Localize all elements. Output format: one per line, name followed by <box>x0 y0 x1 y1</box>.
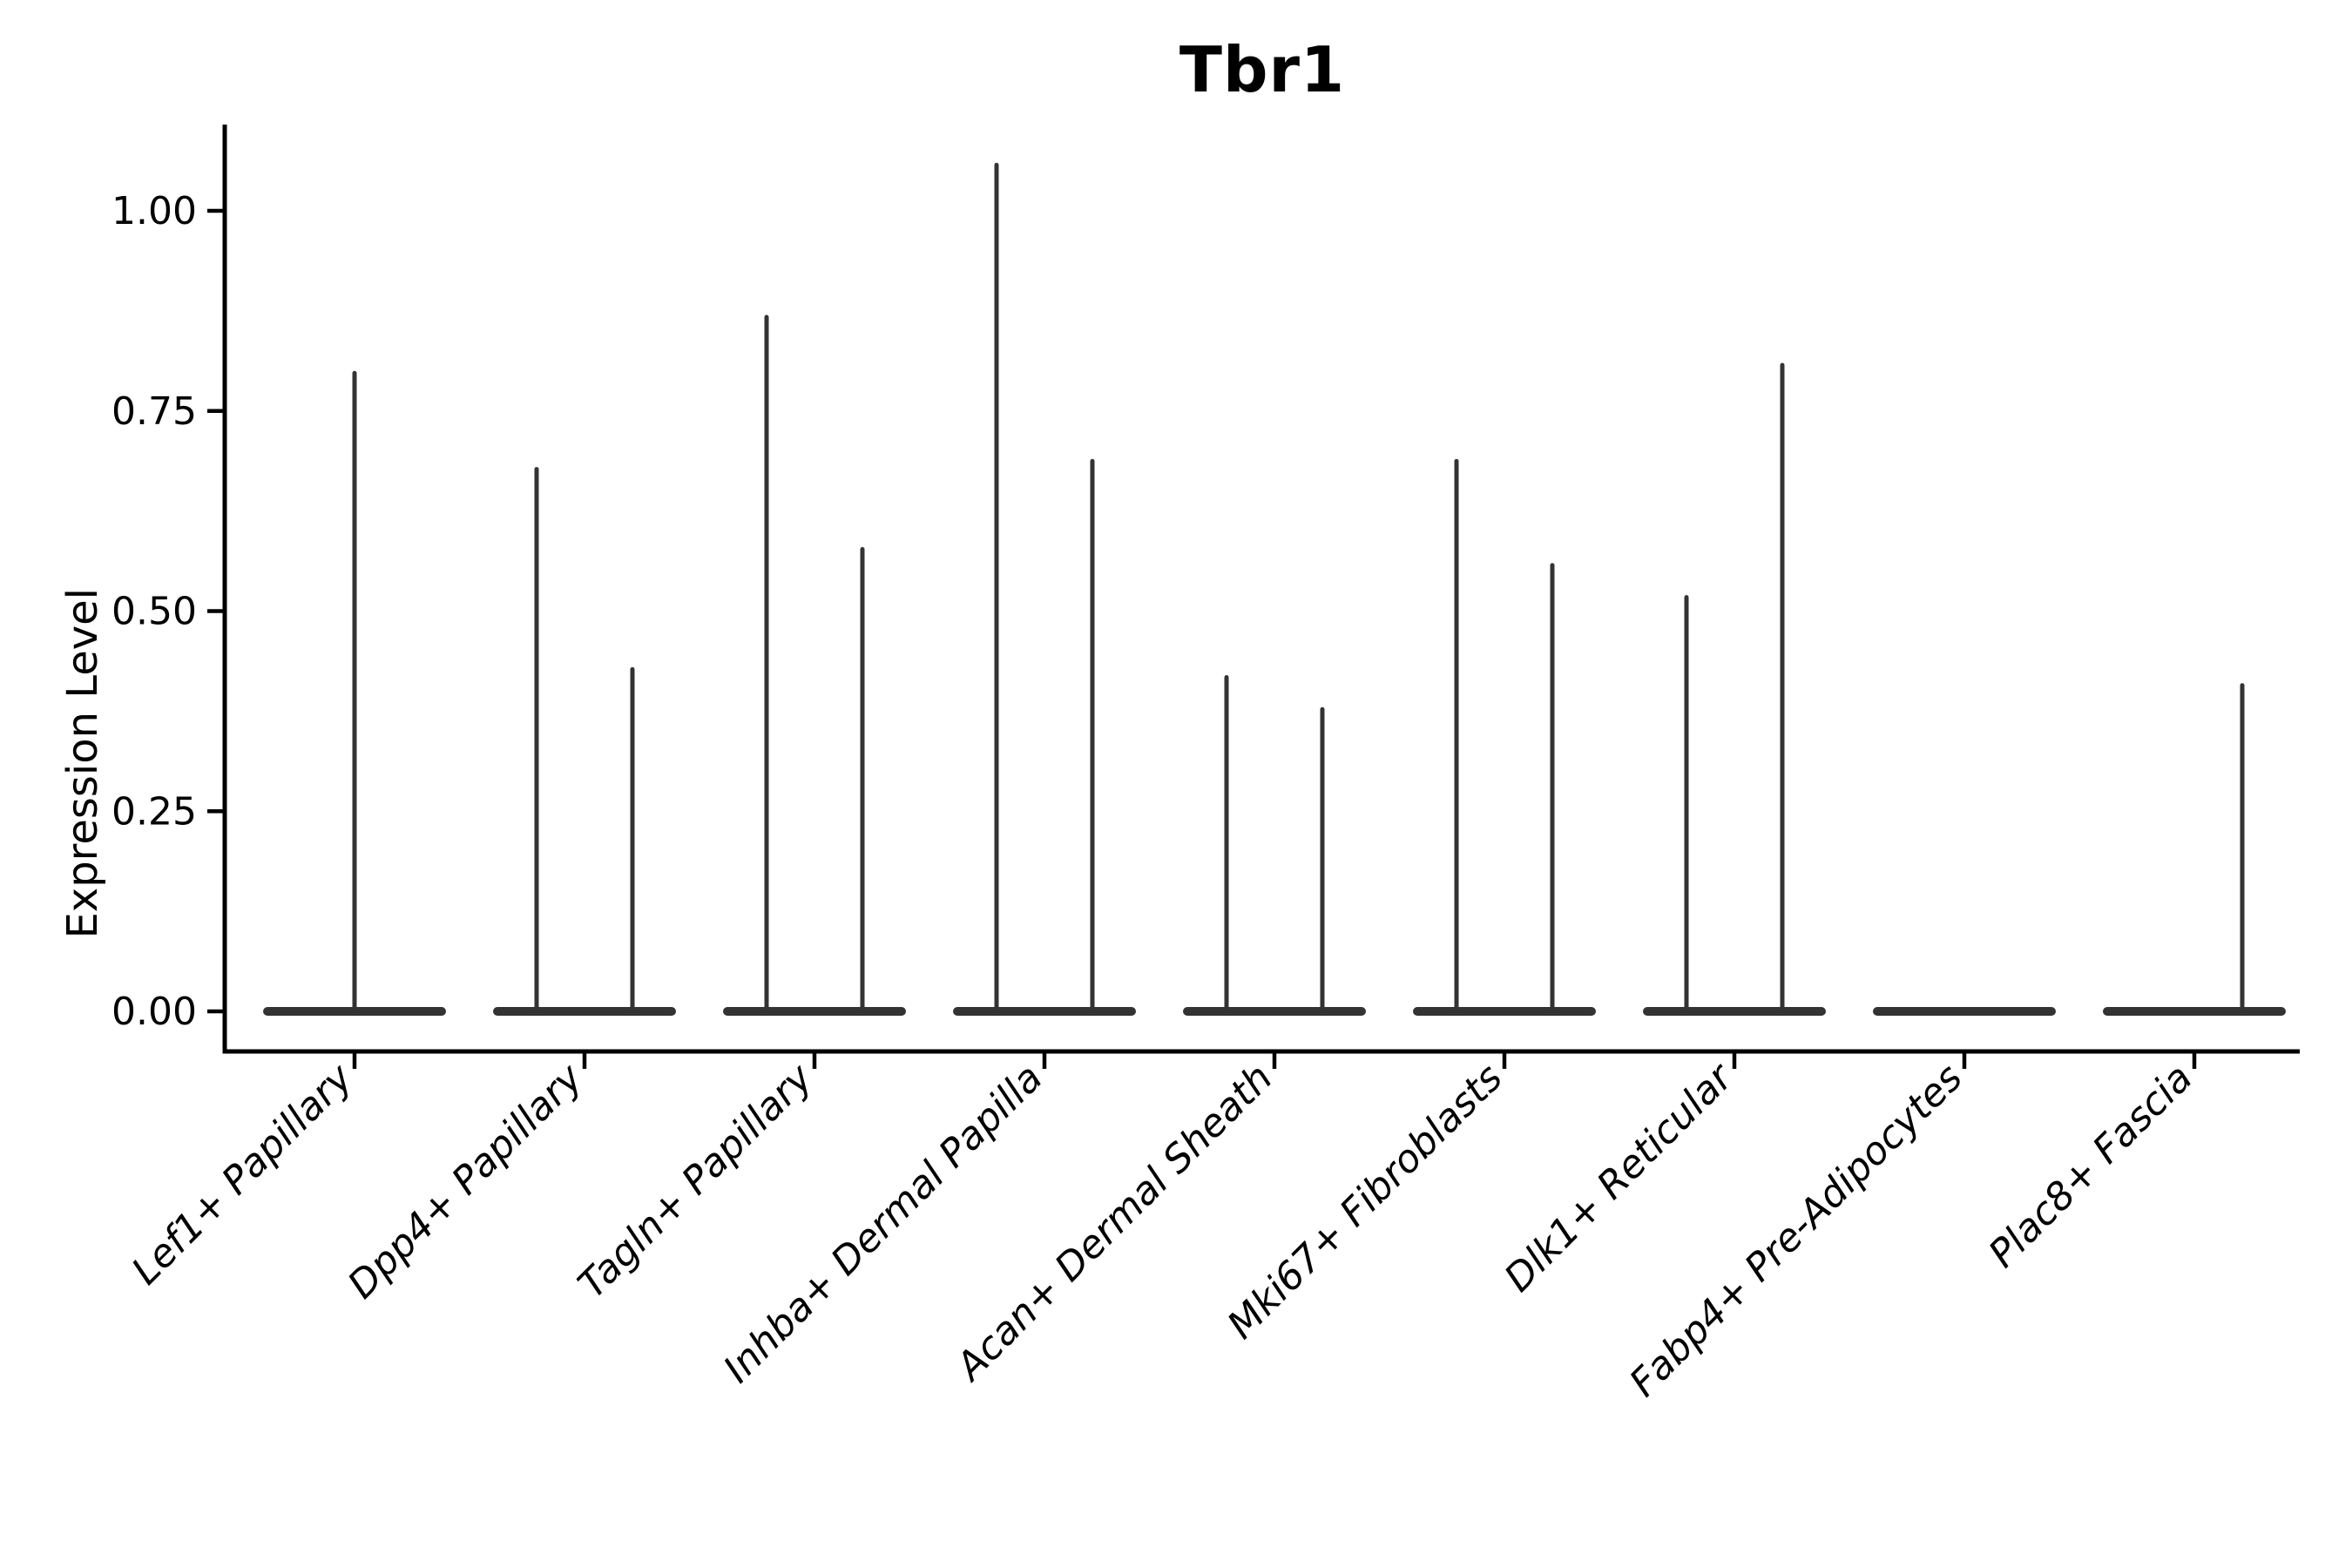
violin-body <box>1643 1007 1826 1016</box>
violin-spike <box>994 162 999 1017</box>
violin-spike <box>534 467 539 1016</box>
violin-body <box>493 1007 676 1016</box>
violin-body <box>1183 1007 1366 1016</box>
x-tick-label: Lef1+ Papillary <box>124 1055 362 1294</box>
y-tick-label: 0.00 <box>112 990 197 1034</box>
violin-spike <box>630 666 635 1016</box>
violin-spike <box>860 546 865 1016</box>
x-tick-label: Dpp4+ Papillary <box>340 1055 592 1308</box>
violin-body <box>953 1007 1136 1016</box>
x-tick-label: Plac8+ Fascia <box>1980 1056 2200 1276</box>
violin-spike <box>1454 458 1459 1016</box>
x-tick-label: Tagln+ Papillary <box>570 1055 821 1307</box>
violin-spike <box>1780 362 1785 1016</box>
violin-spike <box>764 314 769 1017</box>
page-title: Tbr1 <box>1179 33 1346 106</box>
violin-body <box>2103 1007 2286 1016</box>
y-tick-label: 0.75 <box>112 389 197 434</box>
violin-spike <box>352 370 357 1016</box>
y-tick-label: 0.50 <box>112 590 197 634</box>
violin-spike <box>1224 675 1229 1016</box>
violin-spike <box>1090 458 1095 1016</box>
violin-body <box>1413 1007 1596 1016</box>
violin-spike <box>1320 706 1325 1016</box>
y-tick-label: 0.25 <box>112 789 197 834</box>
y-tick-label: 1.00 <box>112 189 197 233</box>
violin-spike <box>1550 563 1555 1016</box>
violin-body <box>723 1007 906 1016</box>
violin-body <box>1873 1007 2056 1016</box>
x-tick-label: Dlk1+ Reticular <box>1496 1054 1742 1301</box>
violin-spike <box>1684 595 1689 1016</box>
violin-spike <box>2240 683 2245 1016</box>
